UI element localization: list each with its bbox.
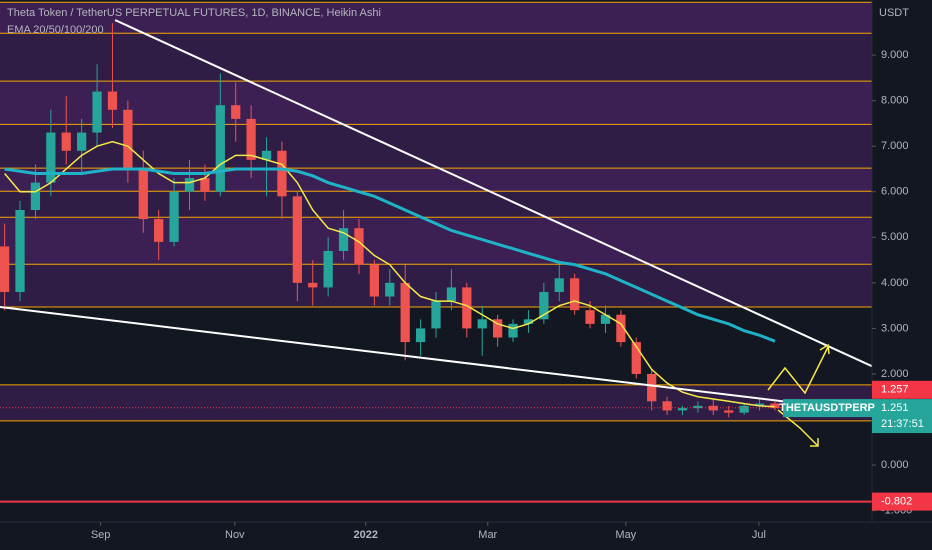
- candle-body: [169, 191, 179, 242]
- arrow-head: [810, 438, 819, 447]
- candle-body: [308, 282, 318, 288]
- candle-body: [369, 264, 379, 297]
- candle-body: [200, 178, 210, 192]
- y-tick-label: 0.000: [881, 459, 909, 471]
- x-tick-label: Jul: [752, 529, 766, 541]
- countdown: 21:37:51: [881, 418, 924, 430]
- candle-body: [508, 323, 518, 338]
- symbol-label: THETAUSDTPERP: [779, 402, 875, 414]
- candle-body: [246, 118, 256, 160]
- zone: [0, 33, 872, 82]
- y-tick-label: 3.000: [881, 322, 909, 334]
- price-label: 1.251: [881, 402, 909, 414]
- candle-body: [354, 228, 364, 265]
- y-tick-label: 2.000: [881, 368, 909, 380]
- candle-body: [400, 282, 410, 343]
- axis-unit: USDT: [879, 7, 909, 19]
- candle-body: [431, 301, 441, 329]
- candle-body: [693, 405, 703, 409]
- price-label: -0.802: [881, 495, 912, 507]
- candle-body: [338, 228, 349, 251]
- candle-body: [61, 132, 71, 151]
- candle-body: [138, 168, 148, 220]
- candle-body: [277, 150, 287, 197]
- x-tick-label: Mar: [478, 529, 497, 541]
- candle-body: [92, 91, 102, 133]
- candle-body: [677, 408, 688, 411]
- indicator-label: EMA 20/50/100/200: [7, 24, 104, 36]
- y-tick-label: 7.000: [881, 140, 909, 152]
- levels: [0, 1, 872, 422]
- candle-body: [292, 196, 302, 283]
- candle-body: [647, 373, 657, 402]
- candle-body: [323, 250, 333, 288]
- candle-body: [662, 401, 672, 411]
- candle-body: [708, 405, 718, 411]
- candle-body: [600, 314, 611, 324]
- zone: [0, 168, 872, 192]
- candle-body: [446, 287, 457, 302]
- price-box: [872, 399, 932, 434]
- candle-body: [415, 328, 426, 343]
- zone: [0, 2, 872, 34]
- symbol-box: [783, 399, 872, 418]
- candle-body: [385, 282, 395, 297]
- y-tick-label: 6.000: [881, 186, 909, 198]
- zone: [0, 81, 872, 125]
- y-tick-label: 5.000: [881, 231, 909, 243]
- candle-body: [462, 287, 472, 329]
- candle-body: [585, 310, 595, 324]
- zone: [0, 191, 872, 218]
- candle-body: [570, 278, 580, 311]
- candle-body: [770, 403, 780, 409]
- y-tick-label: 9.000: [881, 49, 909, 61]
- candle-body: [107, 91, 118, 110]
- candle-body: [739, 405, 749, 413]
- candle-body: [46, 132, 56, 183]
- x-tick-label: May: [615, 529, 636, 541]
- arrow-up: [767, 346, 829, 395]
- ema-line: [4, 140, 775, 408]
- candle-body: [477, 319, 487, 329]
- candle-body: [631, 342, 641, 374]
- x-tick-label: 2022: [354, 529, 378, 541]
- y-tick-label: 4.000: [881, 277, 909, 289]
- trendline: [114, 19, 872, 368]
- candle-body: [77, 132, 87, 151]
- y-tick-label: 8.000: [881, 95, 909, 107]
- candle-body: [616, 314, 626, 343]
- candle-body: [523, 319, 534, 324]
- x-tick-label: Sep: [91, 529, 111, 541]
- chart-title: Theta Token / TetherUS PERPETUAL FUTURES…: [7, 7, 381, 19]
- candle-body: [539, 291, 549, 320]
- trendline: [0, 306, 791, 404]
- ema-line: [4, 167, 776, 343]
- candle-body: [554, 278, 564, 292]
- candle-body: [754, 403, 765, 406]
- candle-body: [123, 109, 133, 169]
- candle-body: [261, 150, 272, 160]
- x-tick-label: Nov: [225, 529, 245, 541]
- price-label: 1.257: [881, 384, 909, 396]
- axes: -1.0000.0002.0003.0004.0005.0006.0007.00…: [91, 49, 932, 541]
- candle-body: [15, 209, 25, 292]
- candle-body: [724, 410, 734, 413]
- arrow-head: [819, 343, 830, 355]
- price-box: [872, 380, 932, 399]
- plot: [0, 19, 872, 503]
- candle-body: [493, 319, 503, 338]
- price-box: [872, 492, 932, 511]
- candle-body: [30, 182, 41, 210]
- candle-body: [184, 178, 195, 192]
- zone: [0, 384, 872, 421]
- candle-body: [215, 105, 225, 192]
- candle-body: [154, 219, 164, 242]
- candle-body: [0, 246, 10, 292]
- candle-body: [231, 105, 241, 119]
